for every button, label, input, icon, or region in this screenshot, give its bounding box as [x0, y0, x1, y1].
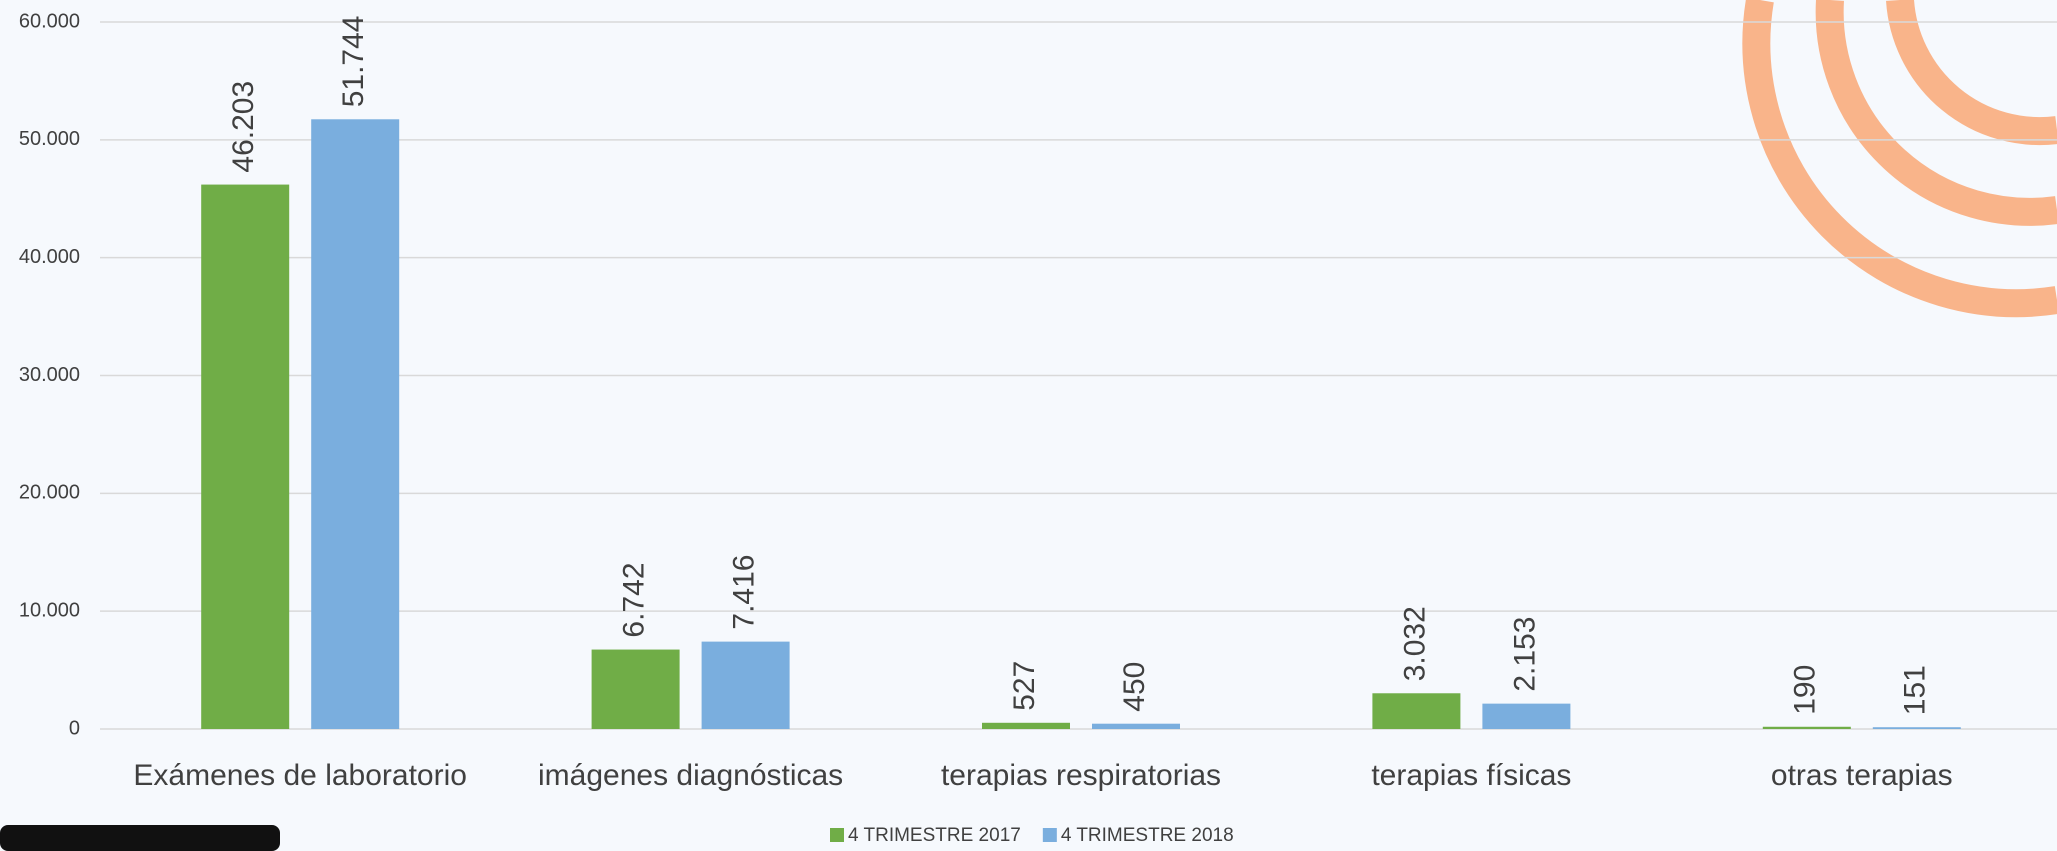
- y-tick-label: 60.000: [19, 10, 80, 32]
- bar: [701, 641, 790, 729]
- value-label: 46.203: [227, 81, 260, 173]
- bar: [591, 649, 680, 729]
- legend-label: 4 TRIMESTRE 2018: [1061, 825, 1234, 846]
- bar: [1092, 723, 1180, 729]
- value-label: 190: [1789, 665, 1822, 715]
- x-tick-label: otras terapias: [1771, 759, 1953, 792]
- corner-box: [0, 825, 280, 851]
- bar: [1762, 726, 1851, 729]
- y-tick-label: 30.000: [19, 364, 80, 386]
- x-tick-label: terapias físicas: [1371, 759, 1571, 792]
- y-tick-label: 40.000: [19, 246, 80, 268]
- bar: [1372, 693, 1461, 729]
- value-label: 450: [1118, 662, 1151, 712]
- value-label: 3.032: [1398, 606, 1431, 681]
- bar: [1482, 703, 1571, 729]
- value-label: 7.416: [728, 555, 761, 630]
- x-tick-label: imágenes diagnósticas: [538, 759, 843, 792]
- y-tick-label: 20.000: [19, 482, 80, 504]
- x-tick-label: terapias respiratorias: [941, 759, 1221, 792]
- y-tick-label: 0: [69, 717, 80, 739]
- legend-swatch: [830, 828, 844, 842]
- bar: [311, 119, 400, 729]
- value-label: 2.153: [1508, 617, 1541, 692]
- y-tick-label: 10.000: [19, 599, 80, 621]
- bar: [982, 722, 1070, 729]
- legend-swatch: [1042, 828, 1057, 842]
- y-tick-label: 50.000: [19, 128, 80, 150]
- value-label: 6.742: [618, 562, 651, 637]
- value-label: 51.744: [337, 16, 370, 108]
- value-label: 151: [1899, 665, 1932, 715]
- x-tick-label: Exámenes de laboratorio: [133, 759, 467, 792]
- logo: [1742, 0, 2057, 318]
- bar: [201, 184, 290, 729]
- bar: [1872, 727, 1961, 729]
- legend-label: 4 TRIMESTRE 2017: [848, 825, 1021, 846]
- value-label: 527: [1008, 661, 1041, 711]
